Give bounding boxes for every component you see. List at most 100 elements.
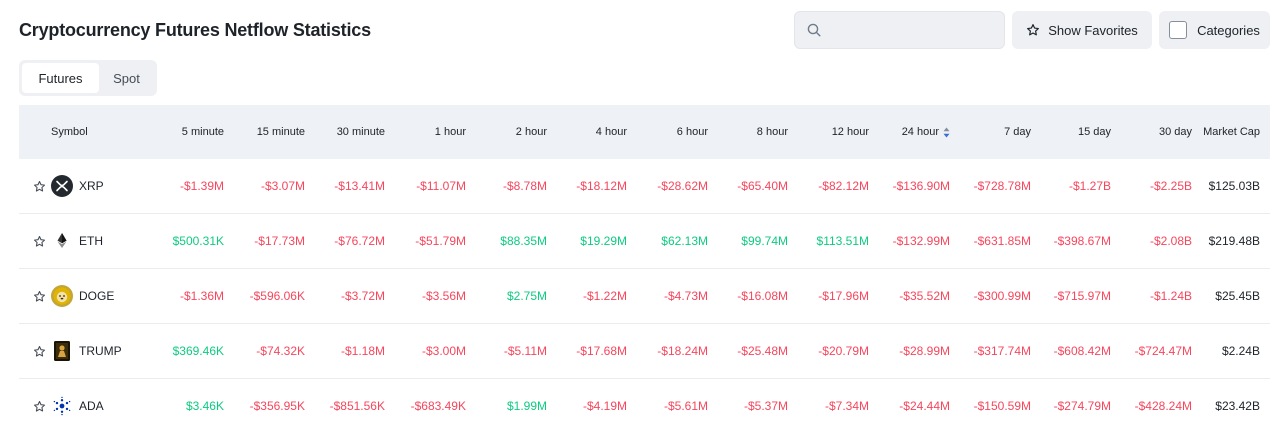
netflow-12-hour: -$20.79M — [818, 344, 869, 358]
table-body: XRP -$1.39M -$3.07M -$13.41M -$11.07M -$8.78M… — [19, 159, 1270, 428]
netflow-1-hour: -$3.00M — [421, 344, 466, 358]
table-row[interactable]: TRUMP $369.46K -$74.32K -$1.18M -$3.00M -$5.1… — [19, 324, 1270, 379]
netflow-15-day: -$608.42M — [1053, 344, 1111, 358]
netflow-30-day: -$724.47M — [1134, 344, 1192, 358]
netflow-15-day: -$715.97M — [1053, 289, 1111, 303]
column-header-4-hour[interactable]: 4 hour — [595, 126, 627, 138]
symbol-cell: ADA — [19, 395, 155, 417]
netflow-5-minute: -$1.39M — [179, 179, 224, 193]
netflow-4-hour: -$1.22M — [582, 289, 627, 303]
column-header-15-minute[interactable]: 15 minute — [256, 126, 305, 138]
market-cap: $25.45B — [1215, 289, 1260, 303]
column-header-30-minute[interactable]: 30 minute — [336, 126, 385, 138]
netflow-30-minute: -$76.72M — [334, 234, 385, 248]
column-header-1-hour[interactable]: 1 hour — [434, 126, 466, 138]
column-header-24-hour-label: 24 hour — [901, 126, 939, 138]
column-header-5-minute[interactable]: 5 minute — [181, 126, 224, 138]
table-row[interactable]: ADA $3.46K -$356.95K -$851.56K -$683.49K $1.9… — [19, 379, 1270, 428]
symbol-cell: DOGE — [19, 285, 155, 307]
netflow-12-hour: -$17.96M — [818, 289, 869, 303]
symbol-name: XRP — [79, 179, 104, 193]
search-icon — [807, 23, 821, 37]
netflow-15-minute: -$3.07M — [260, 179, 305, 193]
netflow-1-hour: -$683.49K — [410, 399, 466, 413]
column-header-symbol[interactable]: Symbol — [51, 126, 88, 138]
favorite-star-icon[interactable] — [33, 290, 46, 303]
star-icon — [1027, 24, 1040, 36]
show-favorites-button[interactable]: Show Favorites — [1012, 11, 1152, 49]
favorite-star-icon[interactable] — [33, 400, 46, 413]
favorite-star-icon[interactable] — [33, 345, 46, 358]
xrp-icon — [51, 175, 73, 197]
symbol-name: ETH — [79, 234, 103, 248]
netflow-30-day: -$2.25B — [1149, 179, 1192, 193]
tab-futures[interactable]: Futures — [22, 63, 99, 93]
column-header-24-hour[interactable]: 24 hour — [869, 126, 950, 138]
netflow-2-hour: -$8.78M — [502, 179, 547, 193]
symbol-cell: TRUMP — [19, 340, 155, 362]
symbol-cell: XRP — [19, 175, 155, 197]
categories-checkbox[interactable] — [1169, 21, 1188, 39]
netflow-30-minute: -$851.56K — [329, 399, 385, 413]
column-header-12-hour[interactable]: 12 hour — [831, 126, 869, 138]
symbol-cell: ETH — [19, 230, 155, 252]
table-row[interactable]: DOGE -$1.36M -$596.06K -$3.72M -$3.56M $2.75M… — [19, 269, 1270, 324]
netflow-8-hour: -$16.08M — [737, 289, 788, 303]
netflow-7-day: -$631.85M — [973, 234, 1031, 248]
market-cap: $2.24B — [1221, 344, 1260, 358]
symbol-name: ADA — [79, 399, 104, 413]
tab-spot[interactable]: Spot — [113, 70, 140, 86]
search-box[interactable] — [794, 11, 1005, 49]
symbol-name: TRUMP — [79, 344, 122, 358]
search-input[interactable] — [829, 18, 994, 42]
netflow-15-day: -$398.67M — [1053, 234, 1111, 248]
netflow-2-hour: $88.35M — [500, 234, 547, 248]
netflow-15-minute: -$17.73M — [254, 234, 305, 248]
netflow-30-minute: -$3.72M — [340, 289, 385, 303]
netflow-4-hour: -$17.68M — [576, 344, 627, 358]
netflow-2-hour: $1.99M — [506, 399, 547, 413]
netflow-2-hour: -$5.11M — [503, 344, 547, 358]
netflow-24-hour: -$35.52M — [899, 289, 950, 303]
market-type-tabs: Futures Spot — [19, 60, 157, 96]
show-favorites-label: Show Favorites — [1048, 22, 1138, 38]
sort-icon[interactable] — [943, 127, 950, 138]
netflow-1-hour: -$3.56M — [421, 289, 466, 303]
column-header-15-day[interactable]: 15 day — [1077, 126, 1111, 138]
table-row[interactable]: ETH $500.31K -$17.73M -$76.72M -$51.79M $88.3… — [19, 214, 1270, 269]
ada-icon — [51, 395, 73, 417]
table-header: Symbol 5 minute 15 minute 30 minute 1 ho… — [19, 105, 1270, 159]
netflow-30-day: -$2.08B — [1149, 234, 1192, 248]
table-row[interactable]: XRP -$1.39M -$3.07M -$13.41M -$11.07M -$8.78M… — [19, 159, 1270, 214]
netflow-30-day: -$428.24M — [1134, 399, 1192, 413]
netflow-15-day: -$274.79M — [1053, 399, 1111, 413]
netflow-7-day: -$317.74M — [973, 344, 1031, 358]
netflow-table: Symbol 5 minute 15 minute 30 minute 1 ho… — [19, 105, 1270, 428]
market-cap: $125.03B — [1208, 179, 1260, 193]
column-header-market-cap[interactable]: Market Cap — [1203, 126, 1260, 138]
column-header-30-day[interactable]: 30 day — [1158, 126, 1192, 138]
netflow-30-minute: -$13.41M — [334, 179, 385, 193]
market-cap: $219.48B — [1208, 234, 1260, 248]
symbol-name: DOGE — [79, 289, 115, 303]
trump-icon — [51, 340, 73, 362]
netflow-2-hour: $2.75M — [506, 289, 547, 303]
netflow-8-hour: -$5.37M — [743, 399, 788, 413]
column-header-7-day[interactable]: 7 day — [1004, 126, 1031, 138]
column-header-2-hour[interactable]: 2 hour — [515, 126, 547, 138]
netflow-5-minute: $3.46K — [185, 399, 224, 413]
netflow-5-minute: $369.46K — [172, 344, 224, 358]
netflow-4-hour: $19.29M — [580, 234, 627, 248]
page-title: Cryptocurrency Futures Netflow Statistic… — [19, 20, 371, 40]
netflow-15-minute: -$74.32K — [256, 344, 305, 358]
column-header-6-hour[interactable]: 6 hour — [676, 126, 708, 138]
netflow-8-hour: -$25.48M — [737, 344, 788, 358]
categories-button[interactable]: Categories — [1159, 11, 1270, 49]
column-header-8-hour[interactable]: 8 hour — [756, 126, 788, 138]
netflow-24-hour: -$136.90M — [892, 179, 950, 193]
netflow-6-hour: -$4.73M — [663, 289, 708, 303]
favorite-star-icon[interactable] — [33, 235, 46, 248]
doge-icon — [51, 285, 73, 307]
favorite-star-icon[interactable] — [33, 180, 46, 193]
netflow-6-hour: $62.13M — [661, 234, 708, 248]
